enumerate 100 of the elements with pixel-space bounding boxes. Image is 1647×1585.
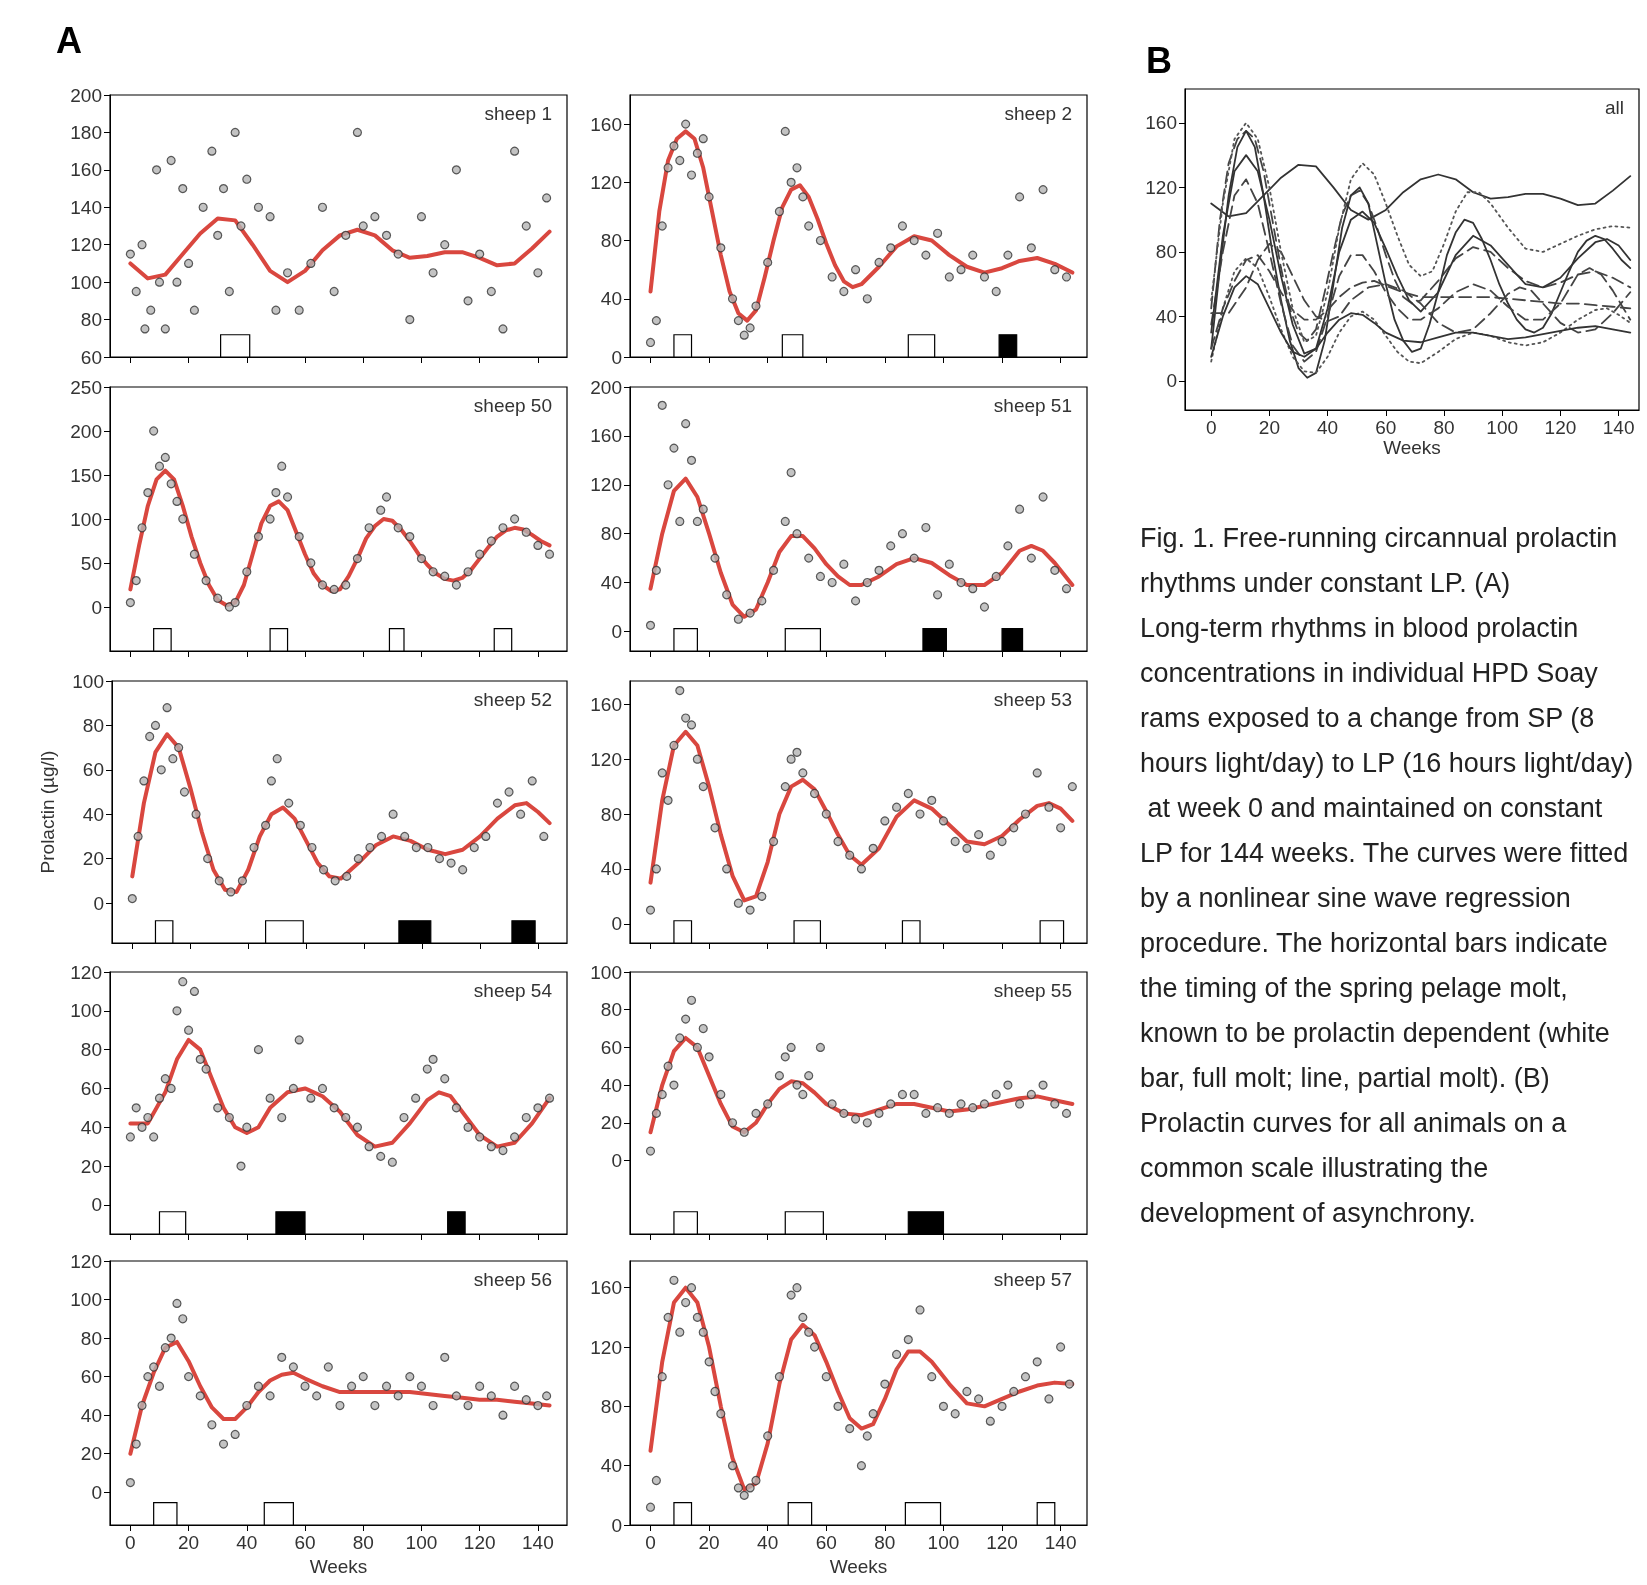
x-tick-label: 0 bbox=[645, 1532, 656, 1553]
x-axis-title: Weeks bbox=[1383, 437, 1441, 458]
y-tick-label: 120 bbox=[590, 171, 622, 193]
y-tick-label: 120 bbox=[70, 961, 102, 983]
y-tick-label: 40 bbox=[600, 572, 622, 594]
chart-title: sheep 1 bbox=[484, 103, 553, 124]
x-tick-label: 140 bbox=[522, 1532, 554, 1553]
x-tick-label: 120 bbox=[1544, 417, 1577, 438]
y-tick-label: 160 bbox=[70, 159, 102, 181]
y-tick-label: 40 bbox=[1155, 305, 1177, 327]
y-tick-label: 80 bbox=[82, 714, 104, 736]
y-tick-label: 0 bbox=[611, 620, 622, 642]
x-tick-label: 0 bbox=[125, 1532, 136, 1553]
y-tick-label: 80 bbox=[600, 523, 622, 545]
y-tick-label: 120 bbox=[70, 1250, 102, 1272]
y-tick-label: 20 bbox=[80, 1443, 102, 1465]
y-tick-label: 40 bbox=[80, 1116, 102, 1138]
chart-title: sheep 53 bbox=[993, 689, 1073, 710]
y-tick-label: 0 bbox=[93, 892, 104, 914]
y-axis-title: Prolactin (µg/l) bbox=[37, 750, 58, 874]
y-tick-label: 150 bbox=[70, 464, 102, 486]
x-tick-label: 140 bbox=[1044, 1532, 1077, 1553]
y-tick-label: 80 bbox=[600, 999, 622, 1021]
y-tick-label: 80 bbox=[1155, 241, 1177, 263]
y-tick-label: 60 bbox=[80, 346, 102, 368]
chart-title: sheep 50 bbox=[473, 395, 553, 416]
y-tick-label: 40 bbox=[600, 288, 622, 310]
y-tick-label: 0 bbox=[91, 1481, 102, 1503]
chart-title: sheep 2 bbox=[1004, 103, 1073, 124]
chart-title: sheep 55 bbox=[993, 980, 1073, 1001]
x-tick-label: 100 bbox=[405, 1532, 438, 1553]
y-tick-label: 100 bbox=[70, 508, 102, 530]
y-tick-label: 120 bbox=[590, 474, 622, 496]
x-tick-label: 20 bbox=[178, 1532, 200, 1553]
y-tick-label: 60 bbox=[80, 1366, 102, 1388]
y-tick-label: 0 bbox=[611, 913, 622, 935]
y-tick-label: 140 bbox=[70, 196, 102, 218]
x-tick-label: 40 bbox=[757, 1532, 779, 1553]
y-tick-label: 200 bbox=[70, 84, 102, 106]
y-tick-label: 50 bbox=[80, 552, 102, 574]
y-tick-label: 200 bbox=[590, 376, 622, 398]
x-tick-label: 40 bbox=[236, 1532, 258, 1553]
y-tick-label: 160 bbox=[590, 693, 622, 715]
y-tick-label: 200 bbox=[70, 420, 102, 442]
y-tick-label: 0 bbox=[91, 1194, 102, 1216]
x-axis-title: Weeks bbox=[829, 1555, 888, 1577]
y-tick-label: 80 bbox=[600, 1395, 622, 1417]
y-tick-label: 80 bbox=[600, 230, 622, 252]
x-tick-label: 80 bbox=[352, 1532, 374, 1553]
y-tick-label: 60 bbox=[82, 759, 104, 781]
y-tick-label: 120 bbox=[590, 1336, 622, 1358]
x-tick-label: 20 bbox=[1258, 417, 1280, 438]
y-tick-label: 20 bbox=[82, 848, 104, 870]
y-tick-label: 100 bbox=[70, 1289, 102, 1311]
y-tick-label: 60 bbox=[80, 1077, 102, 1099]
y-tick-label: 120 bbox=[70, 234, 102, 256]
text: Fig. 1. Free-running circannual prolactin rhythms under constant LP. (A) Long-term rhythms in blood prolactin concentrations in individual HPD Soay rams exposed to a change from SP (8 hours light/day) to LP (16 hours light/day) at week 0 and maintained on constant LP for 144 weeks. The curves were fitted by a nonlinear sine wave regression procedure. The horizontal bars indicate the timing of the spring pelage molt, known to be prolactin dependent (white bar, full molt; line, partial molt). (B) Prolactin curves for all animals on a common scale illustrating the development of asynchrony. bbox=[1140, 522, 1634, 1228]
x-tick-label: 20 bbox=[698, 1532, 720, 1553]
x-tick-label: 100 bbox=[1486, 417, 1519, 438]
x-tick-label: 80 bbox=[1433, 417, 1455, 438]
y-tick-label: 40 bbox=[80, 1404, 102, 1426]
x-tick-label: 120 bbox=[463, 1532, 496, 1553]
y-tick-label: 160 bbox=[590, 1277, 622, 1299]
x-tick-label: 60 bbox=[294, 1532, 316, 1553]
y-tick-label: 120 bbox=[590, 748, 622, 770]
y-tick-label: 40 bbox=[82, 803, 104, 825]
y-tick-label: 80 bbox=[80, 1327, 102, 1349]
x-tick-label: 120 bbox=[986, 1532, 1018, 1553]
x-tick-label: 60 bbox=[1375, 417, 1397, 438]
y-tick-label: 250 bbox=[70, 376, 102, 398]
y-tick-label: 80 bbox=[80, 1039, 102, 1061]
y-tick-label: 160 bbox=[590, 113, 622, 135]
y-tick-label: 40 bbox=[600, 1455, 622, 1477]
chart-title: sheep 57 bbox=[993, 1269, 1073, 1290]
y-tick-label: 0 bbox=[611, 346, 622, 368]
y-tick-label: 20 bbox=[80, 1155, 102, 1177]
y-tick-label: 0 bbox=[1166, 370, 1177, 392]
y-tick-label: 40 bbox=[600, 1074, 622, 1096]
y-tick-label: 80 bbox=[80, 309, 102, 331]
x-axis-title: Weeks bbox=[309, 1555, 368, 1577]
chart-title: sheep 51 bbox=[993, 395, 1073, 416]
y-tick-label: 160 bbox=[590, 425, 622, 447]
x-tick-label: 140 bbox=[1602, 417, 1635, 438]
y-tick-label: 60 bbox=[600, 1036, 622, 1058]
y-tick-label: 120 bbox=[1145, 176, 1177, 198]
y-tick-label: 80 bbox=[600, 803, 622, 825]
text: B bbox=[1146, 39, 1172, 81]
chart-title: sheep 52 bbox=[473, 689, 553, 710]
y-tick-label: 180 bbox=[70, 121, 102, 143]
y-tick-label: 0 bbox=[611, 1149, 622, 1171]
y-tick-label: 160 bbox=[1145, 112, 1177, 134]
y-tick-label: 100 bbox=[70, 271, 102, 293]
x-tick-label: 40 bbox=[1317, 417, 1339, 438]
chart-title: all bbox=[1604, 97, 1625, 118]
x-tick-label: 80 bbox=[874, 1532, 896, 1553]
y-tick-label: 100 bbox=[72, 670, 104, 692]
y-tick-label: 0 bbox=[91, 596, 102, 618]
chart-title: sheep 56 bbox=[473, 1269, 553, 1290]
y-tick-label: 20 bbox=[600, 1112, 622, 1134]
y-tick-label: 40 bbox=[600, 858, 622, 880]
